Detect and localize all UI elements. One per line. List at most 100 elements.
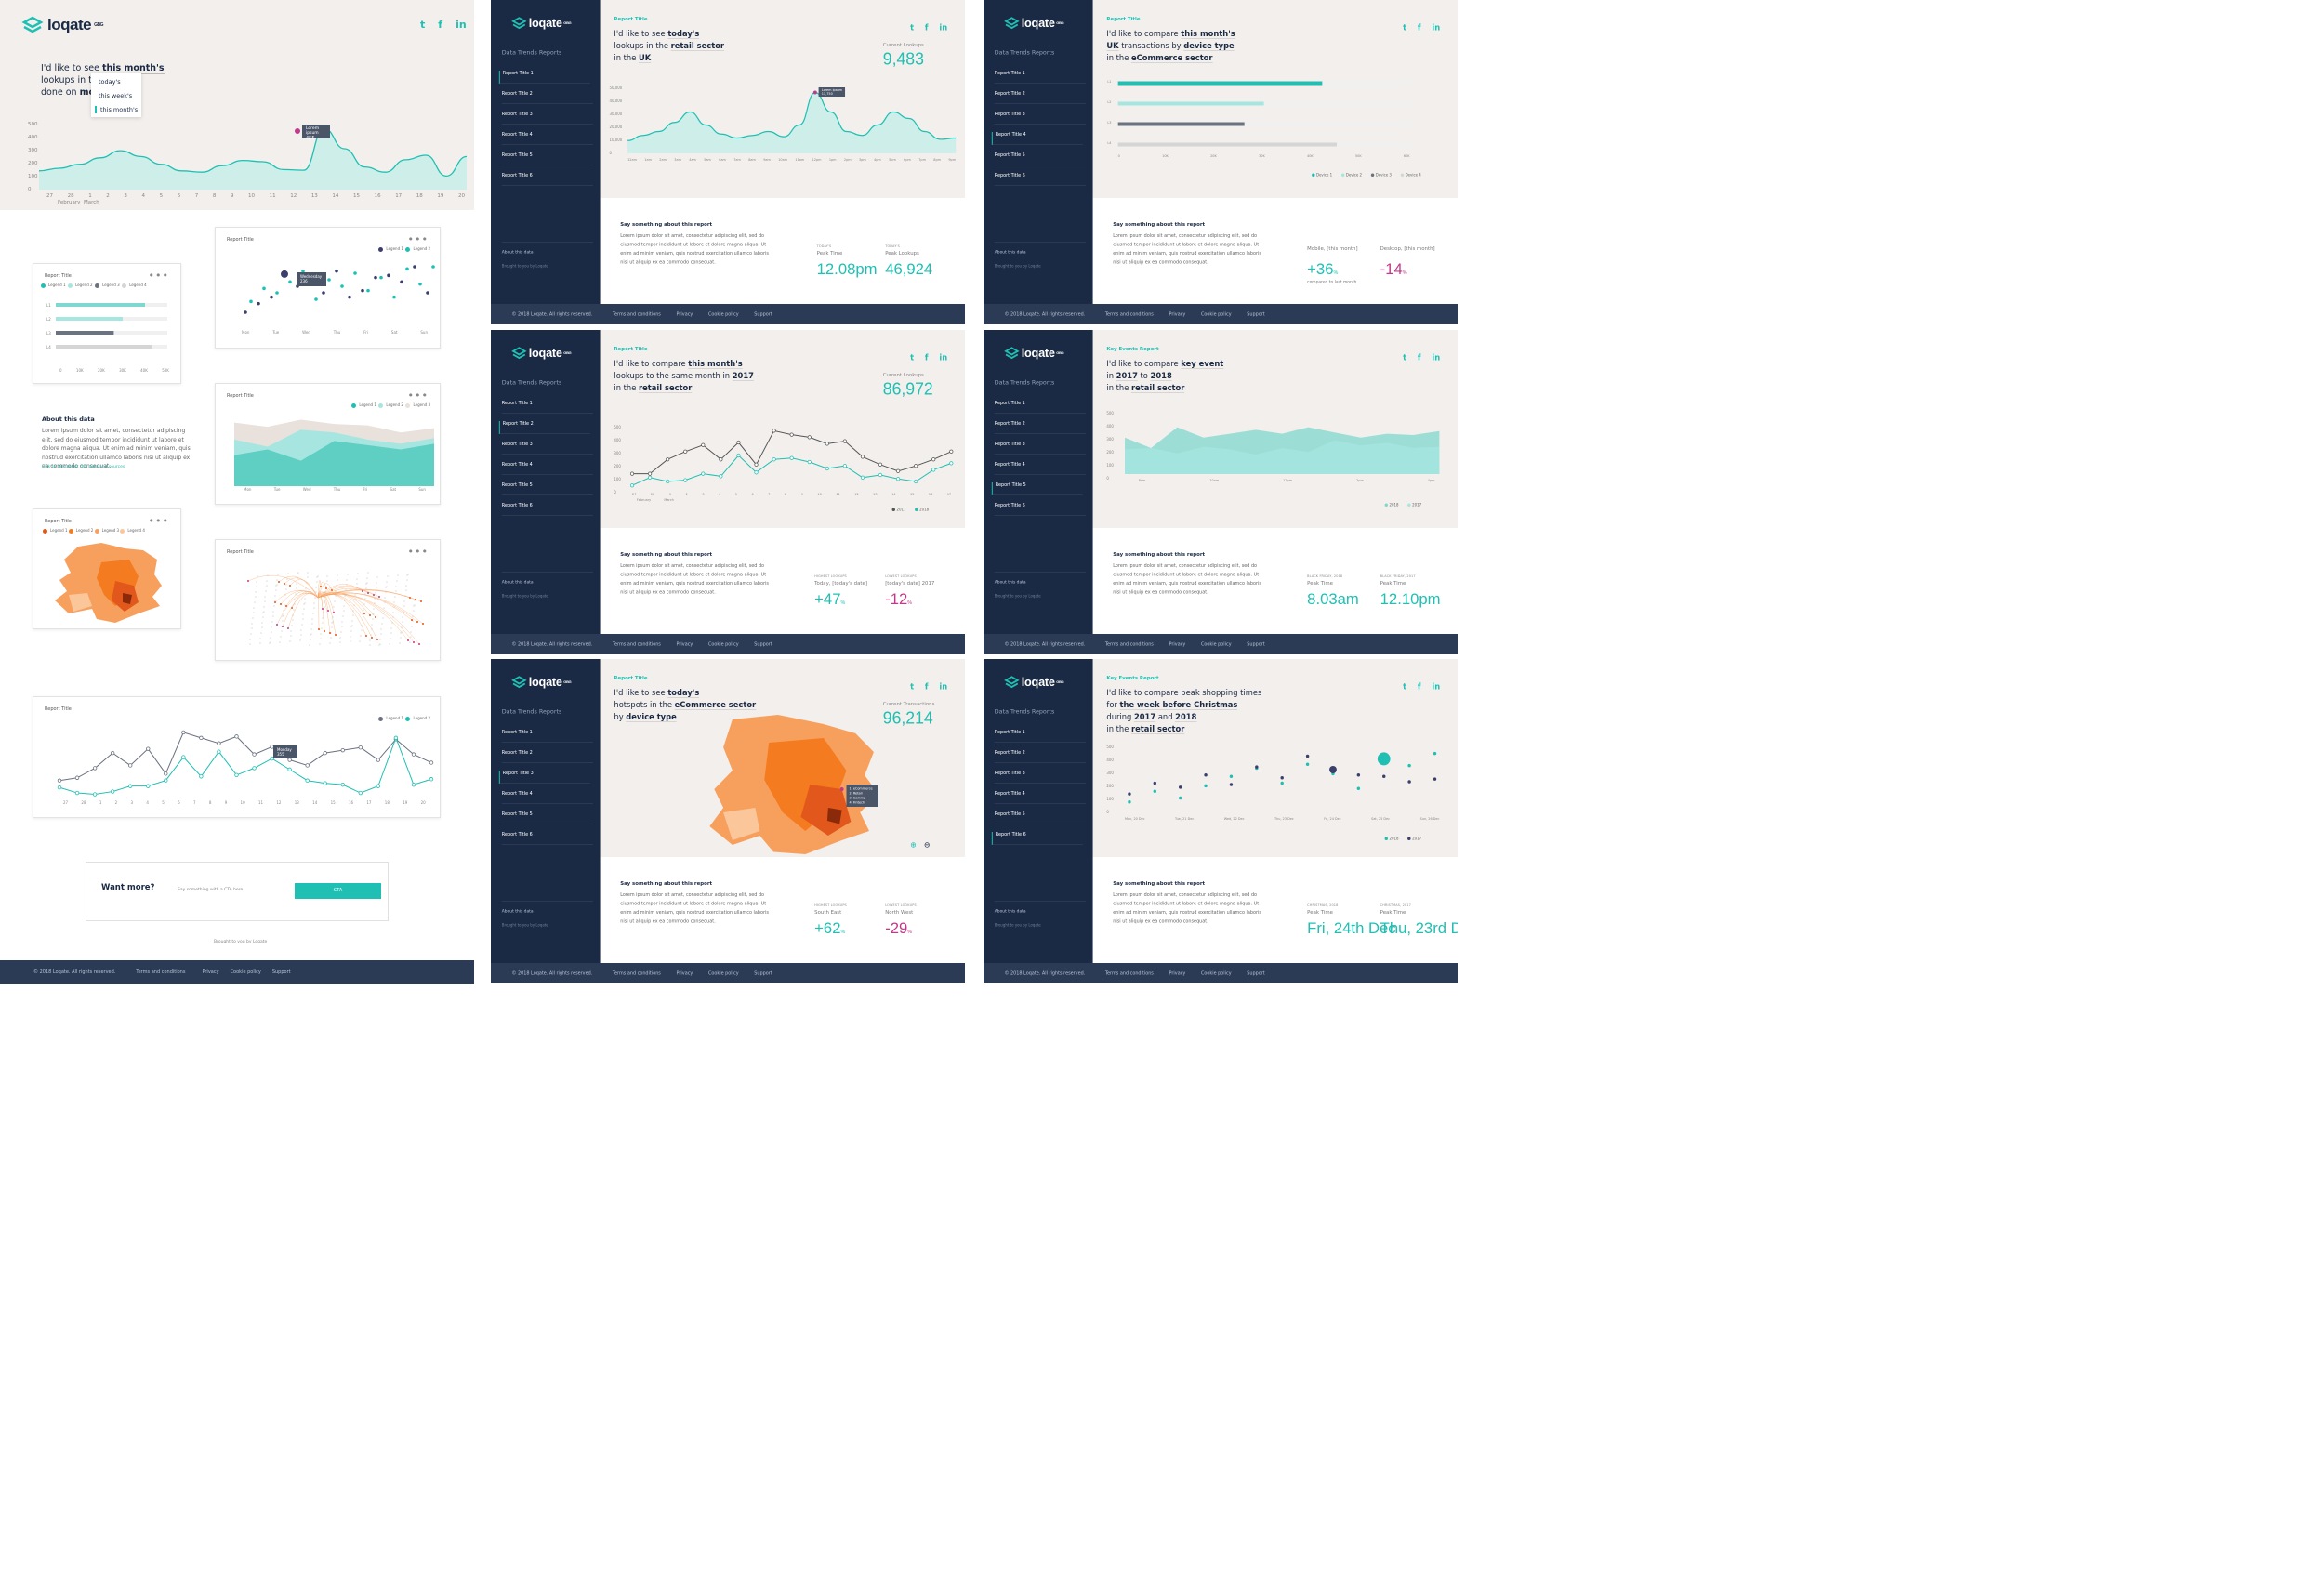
sidebar-item-report-5[interactable]: Report Title 5 [994, 152, 1086, 165]
brand-logo[interactable]: loqate GBG [511, 346, 572, 361]
sidebar-item-report-6[interactable]: Report Title 6 [994, 503, 1086, 516]
dropdown-option[interactable]: this week's [99, 92, 133, 99]
brand-logo[interactable]: loqate GBG [1004, 675, 1064, 690]
about-link[interactable]: About this data [994, 909, 1026, 914]
sidebar-item-report-5[interactable]: Report Title 5 [501, 152, 593, 165]
about-link[interactable]: About this data [501, 909, 534, 914]
sidebar-item-report-1[interactable]: Report Title 1 [994, 730, 1086, 743]
facebook-icon[interactable]: f [924, 23, 929, 33]
sidebar-item-report-6[interactable]: Report Title 6 [991, 832, 1083, 845]
footer-link-privacy[interactable]: Privacy [676, 311, 693, 317]
twitter-icon[interactable]: t [1403, 353, 1407, 363]
facebook-icon[interactable]: f [1417, 682, 1421, 692]
facebook-icon[interactable]: f [924, 353, 929, 363]
sidebar-item-report-2[interactable]: Report Title 2 [498, 421, 590, 434]
sidebar-item-report-6[interactable]: Report Title 6 [994, 173, 1086, 186]
facebook-icon[interactable]: f [1417, 23, 1421, 33]
about-link[interactable]: Link to talk about this data and sources [42, 465, 125, 469]
footer-link-terms[interactable]: Terms and conditions [1104, 311, 1154, 317]
footer-link-terms[interactable]: Terms and conditions [612, 641, 661, 647]
sidebar-item-report-2[interactable]: Report Title 2 [501, 750, 593, 763]
footer-link-support[interactable]: Support [271, 969, 291, 975]
facebook-icon[interactable]: f [1417, 353, 1421, 363]
cta-button[interactable]: CTA [295, 883, 381, 899]
footer-link-privacy[interactable]: Privacy [676, 970, 693, 976]
sidebar-item-report-4[interactable]: Report Title 4 [501, 132, 593, 145]
more-icon[interactable]: ••• [148, 515, 169, 527]
linkedin-icon[interactable]: in [1432, 682, 1441, 692]
brand-logo[interactable]: loqate GBG [511, 675, 572, 690]
sidebar-item-report-5[interactable]: Report Title 5 [501, 482, 593, 495]
more-icon[interactable]: ••• [148, 270, 169, 282]
footer-link-cookies[interactable]: Cookie policy [1200, 641, 1232, 647]
twitter-icon[interactable]: t [420, 19, 426, 31]
footer-link-support[interactable]: Support [1247, 311, 1265, 317]
brand-logo[interactable]: loqate GBG [21, 16, 103, 34]
sidebar-item-report-5[interactable]: Report Title 5 [501, 811, 593, 824]
footer-link-privacy[interactable]: Privacy [1169, 311, 1186, 317]
footer-link-cookies[interactable]: Cookie policy [707, 641, 739, 647]
about-link[interactable]: About this data [994, 580, 1026, 585]
footer-link-privacy[interactable]: Privacy [1169, 970, 1186, 976]
sidebar-item-report-3[interactable]: Report Title 3 [501, 112, 593, 125]
linkedin-icon[interactable]: in [939, 23, 948, 33]
sidebar-item-report-4[interactable]: Report Title 4 [994, 462, 1086, 475]
twitter-icon[interactable]: t [1403, 23, 1407, 33]
footer-link-support[interactable]: Support [754, 311, 772, 317]
sidebar-item-report-1[interactable]: Report Title 1 [994, 71, 1086, 84]
linkedin-icon[interactable]: in [456, 19, 467, 31]
footer-link-cookies[interactable]: Cookie policy [1200, 311, 1232, 317]
sidebar-item-report-3[interactable]: Report Title 3 [994, 112, 1086, 125]
sidebar-item-report-2[interactable]: Report Title 2 [994, 750, 1086, 763]
about-link[interactable]: About this data [501, 580, 534, 585]
more-icon[interactable]: ••• [407, 389, 429, 402]
sidebar-item-report-4[interactable]: Report Title 4 [501, 791, 593, 804]
footer-link-terms[interactable]: Terms and conditions [612, 970, 661, 976]
sidebar-item-report-4[interactable]: Report Title 4 [991, 132, 1083, 145]
sidebar-item-report-2[interactable]: Report Title 2 [501, 91, 593, 104]
more-icon[interactable]: ••• [407, 546, 429, 558]
sidebar-item-report-6[interactable]: Report Title 6 [501, 173, 593, 186]
facebook-icon[interactable]: f [924, 682, 929, 692]
sidebar-item-report-4[interactable]: Report Title 4 [994, 791, 1086, 804]
twitter-icon[interactable]: t [910, 682, 915, 692]
facebook-icon[interactable]: f [438, 19, 443, 31]
about-link[interactable]: About this data [501, 250, 534, 255]
dropdown-option[interactable]: today's [99, 78, 121, 86]
footer-link-cookies[interactable]: Cookie policy [707, 311, 739, 317]
brand-logo[interactable]: loqate GBG [511, 16, 572, 31]
timeframe-dropdown[interactable]: today's this week's this month's [91, 73, 141, 117]
twitter-icon[interactable]: t [910, 23, 915, 33]
footer-link-support[interactable]: Support [1247, 970, 1265, 976]
footer-link-terms[interactable]: Terms and conditions [612, 311, 661, 317]
footer-link-support[interactable]: Support [1247, 641, 1265, 647]
twitter-icon[interactable]: t [910, 353, 915, 363]
footer-link-terms[interactable]: Terms and conditions [136, 969, 186, 975]
sidebar-item-report-4[interactable]: Report Title 4 [501, 462, 593, 475]
sidebar-item-report-5[interactable]: Report Title 5 [991, 482, 1083, 495]
footer-link-terms[interactable]: Terms and conditions [1104, 970, 1154, 976]
linkedin-icon[interactable]: in [939, 353, 948, 363]
sidebar-item-report-6[interactable]: Report Title 6 [501, 832, 593, 845]
zoom-in-icon[interactable]: ⊕ [910, 840, 917, 850]
sidebar-item-report-1[interactable]: Report Title 1 [498, 71, 590, 84]
sidebar-item-report-2[interactable]: Report Title 2 [994, 421, 1086, 434]
brand-logo[interactable]: loqate GBG [1004, 346, 1064, 361]
zoom-out-icon[interactable]: ⊖ [923, 840, 931, 850]
sidebar-item-report-3[interactable]: Report Title 3 [994, 442, 1086, 455]
footer-link-cookies[interactable]: Cookie policy [707, 970, 739, 976]
linkedin-icon[interactable]: in [1432, 23, 1441, 33]
footer-link-support[interactable]: Support [754, 970, 772, 976]
sidebar-item-report-5[interactable]: Report Title 5 [994, 811, 1086, 824]
sidebar-item-report-1[interactable]: Report Title 1 [501, 730, 593, 743]
sidebar-item-report-1[interactable]: Report Title 1 [501, 401, 593, 414]
sidebar-item-report-6[interactable]: Report Title 6 [501, 503, 593, 516]
sidebar-item-report-3[interactable]: Report Title 3 [498, 771, 590, 784]
footer-link-terms[interactable]: Terms and conditions [1104, 641, 1154, 647]
footer-link-privacy[interactable]: Privacy [202, 969, 219, 975]
about-link[interactable]: About this data [994, 250, 1026, 255]
footer-link-privacy[interactable]: Privacy [1169, 641, 1186, 647]
twitter-icon[interactable]: t [1403, 682, 1407, 692]
brand-logo[interactable]: loqate GBG [1004, 16, 1064, 31]
dropdown-option-selected[interactable]: this month's [95, 106, 138, 113]
